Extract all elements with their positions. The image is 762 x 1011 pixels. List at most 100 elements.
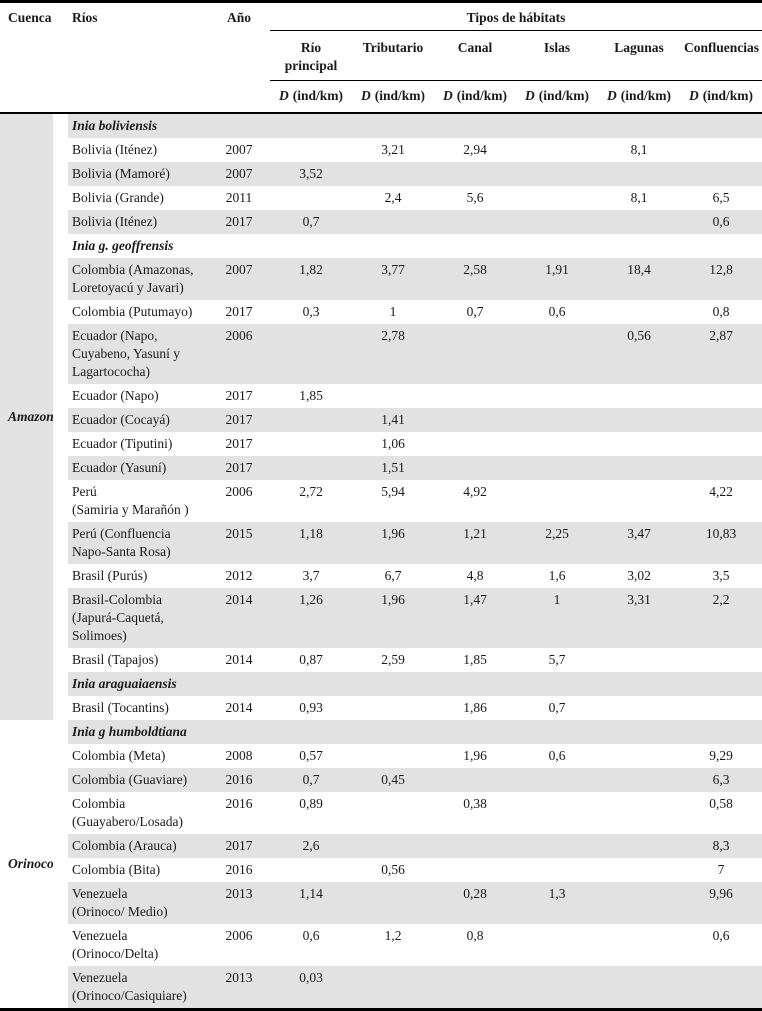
density-cell	[270, 324, 352, 384]
density-cell: 0,56	[598, 324, 680, 384]
density-cell	[598, 480, 680, 522]
year-cell: 2006	[225, 928, 253, 943]
density-cell: 0,6	[712, 928, 730, 943]
data-row: Colombia (Putumayo) 2017 0,3 1 0,7 0,6 0,8	[0, 300, 762, 324]
density-cell	[434, 768, 516, 792]
data-row: Bolivia (Grande) 2011 2,4 5,6 8,1 6,5	[0, 186, 762, 210]
density-cell	[434, 858, 516, 882]
rio-name-cell: Colombia (Arauca)	[68, 834, 208, 858]
density-cell: 1,41	[352, 408, 434, 432]
column-gutter	[53, 1, 68, 114]
col-header-rios: Ríos	[68, 1, 208, 114]
density-cell: 3,31	[598, 588, 680, 648]
data-row: Colombia (Bita) 2016 0,56 7	[0, 858, 762, 882]
species-name: Inia araguaiaensis	[68, 672, 762, 696]
density-cell: 1,96	[463, 748, 487, 763]
density-cell	[598, 432, 680, 456]
data-row: Perú (Samiria y Marañón ) 2006 2,72 5,94 4,9…	[0, 480, 762, 522]
density-cell	[434, 432, 516, 456]
density-cell: 1,82	[270, 258, 352, 300]
density-cell: 8,1	[630, 190, 648, 205]
cuenca-label-amazonas: Amazonas	[0, 113, 53, 720]
density-cell	[270, 138, 352, 162]
density-cell	[516, 408, 598, 432]
density-cell: 0,8	[466, 928, 484, 943]
rio-name-cell: Brasil (Tocantins)	[72, 700, 169, 715]
density-cell: 0,93	[299, 700, 323, 715]
density-cell	[598, 744, 680, 768]
density-cell	[516, 384, 598, 408]
density-cell: 0,6	[548, 748, 566, 763]
data-row: Brasil-Colombia (Japurá-Caquetá, Solimoe…	[0, 588, 762, 648]
density-cell	[598, 792, 680, 834]
density-cell	[598, 648, 680, 672]
density-cell	[598, 408, 680, 432]
density-cell	[270, 408, 352, 432]
density-cell	[598, 210, 680, 234]
density-cell	[270, 186, 352, 210]
col-header-cuenca: Cuenca	[0, 1, 53, 114]
density-cell	[680, 408, 762, 432]
density-cell	[598, 834, 680, 858]
column-gutter	[53, 113, 68, 720]
year-cell: 2016	[225, 862, 253, 877]
density-cell: 2,87	[680, 324, 762, 384]
density-cell	[434, 324, 516, 384]
density-cell: 1,14	[270, 882, 352, 924]
rio-name-cell: Brasil (Tapajos)	[72, 652, 159, 667]
density-cell: 2,94	[463, 142, 487, 157]
density-cell: 12,8	[680, 258, 762, 300]
density-cell	[516, 186, 598, 210]
rio-name-cell: Colombia (Amazonas, Loretoyacú y Javari)	[68, 258, 208, 300]
density-cell: 2,4	[384, 190, 402, 205]
data-row: Bolivia (Iténez) 2007 3,21 2,94 8,1	[0, 138, 762, 162]
density-cell: 1,96	[352, 588, 434, 648]
data-row: Ecuador (Napo) 2017 1,85	[0, 384, 762, 408]
rio-name-cell: Bolivia (Grande)	[72, 190, 164, 205]
density-cell	[516, 858, 598, 882]
density-cell	[270, 456, 352, 480]
data-row: Brasil (Tocantins) 2014 0,93 1,86 0,7	[0, 696, 762, 720]
density-cell: 9,96	[680, 882, 762, 924]
density-cell: 1,3	[516, 882, 598, 924]
col-header-lagunas: Lagunas	[598, 30, 680, 81]
unit-label-rio-principal: D (ind/km)	[270, 80, 352, 114]
year-cell: 2015	[208, 522, 270, 564]
rio-name-cell: Perú (Confluencia Napo-Santa Rosa)	[68, 522, 208, 564]
density-cell	[516, 138, 598, 162]
data-row: Ecuador (Napo, Cuyabeno, Yasuní y Lagart…	[0, 324, 762, 384]
col-header-rio-principal: Río principal	[270, 30, 352, 81]
density-cell	[516, 324, 598, 384]
density-cell	[434, 834, 516, 858]
col-header-canal: Canal	[434, 30, 516, 81]
density-cell: 9,29	[709, 748, 733, 763]
unit-label-lagunas: D (ind/km)	[598, 80, 680, 114]
density-cell	[352, 834, 434, 858]
rio-name-cell: Brasil-Colombia (Japurá-Caquetá, Solimoe…	[68, 588, 208, 648]
density-cell	[598, 384, 680, 408]
density-cell	[516, 480, 598, 522]
year-cell: 2014	[208, 588, 270, 648]
density-cell	[516, 924, 598, 966]
data-row: Brasil (Tapajos) 2014 0,87 2,59 1,85 5,7	[0, 648, 762, 672]
data-row: Venezuela (Orinoco/Casiquiare) 2013 0,03	[0, 966, 762, 1010]
density-cell: 2,58	[434, 258, 516, 300]
density-cell: 3,02	[627, 568, 651, 583]
unit-label-islas: D (ind/km)	[516, 80, 598, 114]
density-cell: 1,85	[463, 652, 487, 667]
species-name: Inia g. geoffrensis	[72, 238, 174, 253]
density-cell: 5,6	[466, 190, 484, 205]
header-row-1: Cuenca Ríos Año Tipos de hábitats	[0, 1, 762, 114]
density-cell	[516, 834, 598, 858]
density-cell: 0,56	[381, 862, 405, 877]
density-cell: 6,3	[680, 768, 762, 792]
density-cell: 7	[717, 862, 725, 877]
data-row: Venezuela (Orinoco/Delta) 2006 0,6 1,2 0,8 0,…	[0, 924, 762, 966]
density-cell: 0,7	[466, 304, 484, 319]
density-cell: 1,51	[352, 456, 434, 480]
density-cell	[680, 384, 762, 408]
density-cell: 0,7	[270, 210, 352, 234]
rio-name-cell: Ecuador (Tiputini)	[72, 436, 173, 451]
